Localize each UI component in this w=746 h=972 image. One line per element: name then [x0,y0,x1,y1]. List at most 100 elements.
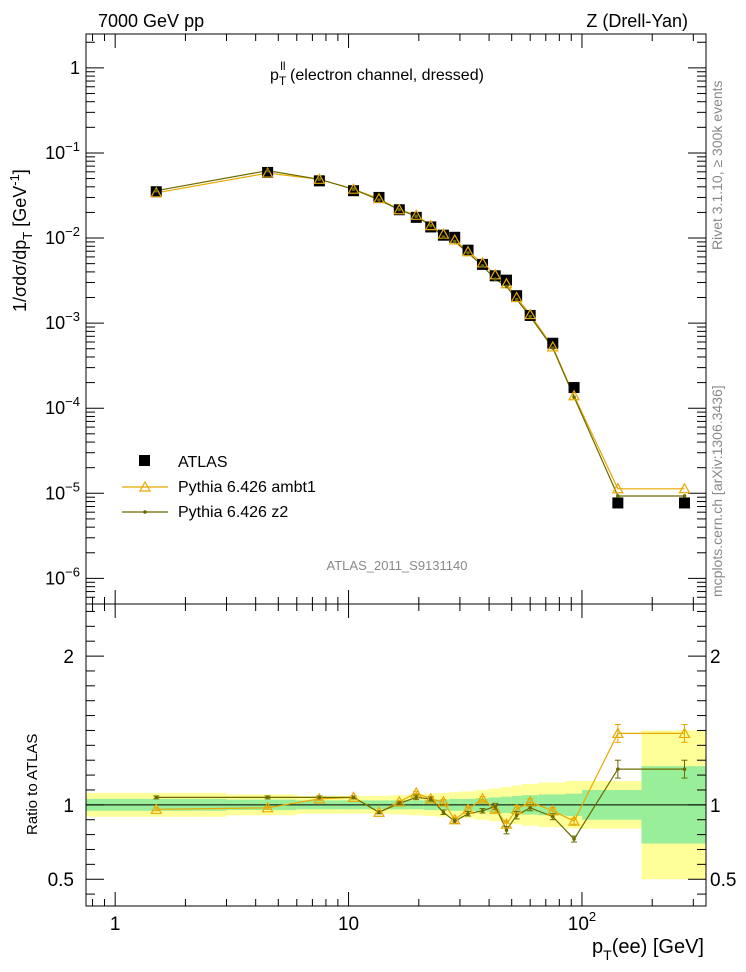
main-axis-ticks [86,34,706,605]
ratio-ambt1-point [568,814,581,826]
ratio-series [150,724,691,843]
analysis-id: ATLAS_2011_S9131140 [327,558,468,573]
xlabel-main: p [592,936,603,958]
z2-point [550,346,555,350]
x-axis-label: pT(ee) [GeV] [592,936,704,963]
ambt1-point [546,340,559,352]
ratio-frame [85,603,707,907]
legend-marker-atlas [139,455,150,466]
xlabel-sub: T [603,947,612,963]
atlas-point [462,244,474,256]
z2-point [265,168,270,173]
z2-point [682,494,687,498]
ratio-ambt1-point [500,817,513,829]
ratio-y-tick-label-right: 2 [710,647,721,668]
z2-point [397,207,402,212]
ratio-y-tick-label: 0.5 [48,870,74,891]
ylabel-sub: T [20,232,35,240]
ratio-ambt1-point [372,806,385,817]
x-tick-label: 1 [110,914,121,935]
ratio-z2-point [428,797,433,801]
ratio-ambt1-point [437,795,450,807]
ratio-z2-point [466,811,470,816]
ratio-z2-point [377,810,381,815]
legend-label-z2: Pythia 6.426 z2 [178,504,288,521]
ratio-ambt1-point [546,804,559,816]
ratio-z2-point [480,808,485,813]
ratio-y-tick-labels: 0.5 0.5 1 1 2 2 [48,647,737,891]
ratio-y-tick-label: 2 [63,647,74,668]
mcplots-label: mcplots.cern.ch [arXiv:1306.3436] [709,385,725,597]
ambt1-point [524,308,537,320]
title-p: p [270,67,279,84]
ratio-ambt1-point [347,791,360,802]
ratio-y-tick-label-right: 0.5 [710,870,736,891]
z2-point [317,177,322,182]
y-tick-label: 10−2 [45,224,80,248]
main-y-tick-labels: 1 10−1 10−2 10−3 10−4 10−5 10−6 [45,58,80,589]
z2-point [480,264,485,268]
ratio-z2-point [504,828,509,832]
ratio-z2-point [528,806,532,810]
ambt1-point [448,233,461,245]
z2-point [493,277,498,281]
ambt1-point [678,482,691,494]
ratio-z2-point [265,795,270,800]
ylabel-main: 1/σdσ/dp [10,240,30,312]
atlas-point [500,274,512,286]
ratio-z2-point [550,814,555,819]
z2-point [351,187,356,191]
ratio-z2-point [317,795,322,800]
z2-point [452,239,457,244]
title-sup: ll [280,59,285,73]
ambt1-point [150,186,163,198]
main-plot-title: pTll (electron channel, dressed) [270,59,484,88]
title-rest: (electron channel, dressed) [286,67,484,84]
ratio-z2-point [514,813,519,818]
z2-point [572,395,576,399]
atlas-point [612,497,624,509]
legend-label-atlas: ATLAS [178,454,228,471]
ratio-z2-point [493,804,498,809]
atlas-point [678,497,690,509]
ratio-panel: 0.5 0.5 1 1 2 2 1 10 102 Ratio to ATLAS pT(ee) … [24,603,737,963]
z2-point [428,223,433,228]
z2-point [414,214,419,219]
ratio-y-tick-label-right: 1 [710,796,721,817]
z2-point [514,297,519,302]
main-panel: pTll (electron channel, dressed) 1/σdσ/d… [7,33,707,605]
y-tick-label: 10−6 [45,564,80,588]
atlas-point [568,382,580,394]
z2-point [441,235,446,239]
xlabel-rest: (ee) [GeV] [612,936,704,958]
ratio-ambt1-point [424,792,437,804]
ylabel-unit-sup: -1 [7,174,22,186]
ratio-ambt1-point [524,795,537,807]
z2-point [528,314,532,319]
ratio-z2-point [616,767,620,771]
ratio-z2-point [682,767,687,771]
z2-point [616,494,620,498]
atlas-point [547,337,559,349]
z2-point [504,284,509,289]
ratio-z2-point [351,795,356,800]
ambt1-point [424,219,437,231]
y-tick-label: 10−4 [45,394,80,418]
ratio-z2-point [572,837,576,841]
ratio-z2-point [154,795,159,800]
ratio-ambt1-point [448,813,461,825]
atlas-point [262,166,274,178]
ratio-z2-point [441,810,446,815]
ambt1-point [611,482,624,494]
atlas-point [373,191,385,203]
atlas-point [489,270,501,282]
ambt1-point [261,166,274,178]
ambt1-point [568,389,581,401]
ratio-axis-ticks [86,604,706,906]
z2-point [377,198,381,202]
legend-marker-ambt1 [138,480,152,492]
ambt1-point [347,182,360,194]
ratio-x-tick-labels: 1 10 102 [110,909,596,935]
y-tick-label: 10−3 [45,309,80,333]
